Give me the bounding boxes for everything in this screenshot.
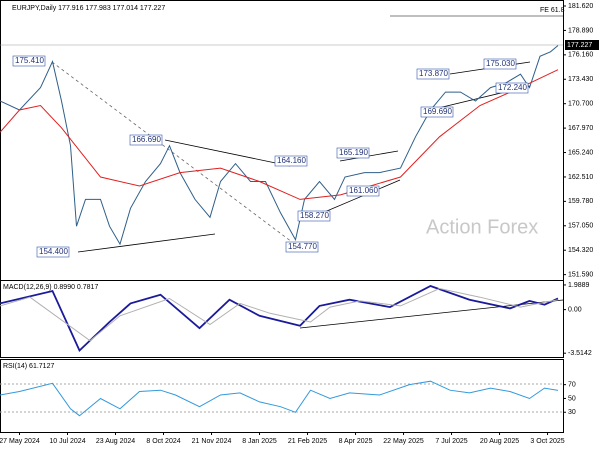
annotation: 169.690 — [423, 107, 452, 116]
annotation-box — [336, 147, 370, 159]
y-tick-label: 154.320 — [568, 247, 593, 254]
annotation: 154.770 — [288, 242, 317, 251]
annotation-box — [420, 106, 454, 118]
panel-title: RSI(14) 61.7127 — [3, 363, 54, 370]
annotation-box — [483, 58, 517, 70]
y-tick-label: 162.510 — [568, 174, 593, 181]
annotation-box — [274, 155, 308, 167]
x-tick-label: 23 Aug 2024 — [96, 438, 135, 445]
annotation: 154.400 — [39, 247, 68, 256]
series-line — [0, 45, 559, 246]
y-tick-label: 178.890 — [568, 27, 593, 34]
y-tick-label: 70 — [568, 381, 576, 388]
price-panel — [0, 0, 564, 281]
x-tick-label: 3 Oct 2025 — [530, 438, 564, 445]
y-tick-label: 170.700 — [568, 101, 593, 108]
y-tick-label: 50 — [568, 395, 576, 402]
watermark: Action Forex — [426, 216, 538, 238]
annotation: 166.690 — [132, 135, 161, 144]
x-tick-label: 8 Oct 2024 — [146, 438, 180, 445]
last-price-box — [565, 40, 599, 50]
x-tick-label: 27 May 2024 — [0, 438, 40, 445]
macd-panel — [0, 280, 564, 358]
annotation-box — [346, 185, 380, 197]
annotation-box — [12, 55, 46, 67]
y-tick-label: -3.5142 — [568, 350, 592, 357]
trendlines — [51, 61, 564, 329]
x-tick-label: 22 May 2025 — [383, 438, 424, 445]
annotation-box — [36, 246, 70, 258]
annotation-box — [297, 210, 331, 222]
x-tick-label: 8 Apr 2025 — [339, 438, 373, 445]
y-tick-label: 151.590 — [568, 271, 593, 278]
y-tick-label: 157.050 — [568, 223, 593, 230]
header: EURJPY,Daily 177.916 177.983 177.014 177… — [12, 5, 165, 12]
series-line — [0, 285, 559, 353]
annotation-box — [416, 68, 450, 80]
annotation: 158.270 — [300, 211, 329, 220]
rsi-panel — [0, 359, 564, 433]
y-tick-label: 165.240 — [568, 149, 593, 156]
y-tick-label: 0.00 — [568, 306, 582, 313]
x-tick-label: 21 Feb 2025 — [288, 438, 327, 445]
annotation: 165.190 — [339, 148, 368, 157]
annotation: 161.060 — [349, 186, 378, 195]
y-tick-label: 173.430 — [568, 76, 593, 83]
y-tick-label: 167.970 — [568, 125, 593, 132]
x-tick-label: 7 Jul 2025 — [435, 438, 467, 445]
x-tick-label: 10 Jul 2024 — [49, 438, 85, 445]
y-tick-label: 181.620 — [568, 3, 593, 10]
y-tick-label: 1.9889 — [568, 282, 590, 289]
y-tick-label: 176.160 — [568, 52, 593, 59]
last-price: 177.227 — [567, 42, 592, 49]
annotation-box — [495, 82, 529, 94]
annotation-box — [285, 241, 319, 253]
series-line — [0, 69, 559, 200]
fib-label: FE 61.8 — [540, 7, 565, 14]
x-tick-label: 8 Jan 2025 — [242, 438, 277, 445]
x-tick-label: 20 Aug 2025 — [480, 438, 519, 445]
y-tick-label: 159.780 — [568, 198, 593, 205]
annotation-box — [129, 134, 163, 146]
x-tick-label: 21 Nov 2024 — [192, 438, 232, 445]
annotation: 173.870 — [419, 69, 448, 78]
series-line — [0, 380, 559, 417]
panel-title: MACD(12,26,9) 0.8990 0.7817 — [3, 284, 98, 291]
annotation: 164.160 — [277, 156, 306, 165]
annotation: 175.410 — [15, 56, 44, 65]
annotation: 175.030 — [486, 59, 515, 68]
series-line — [0, 287, 559, 342]
y-tick-label: 30 — [568, 409, 576, 416]
annotation: 172.240 — [498, 83, 527, 92]
